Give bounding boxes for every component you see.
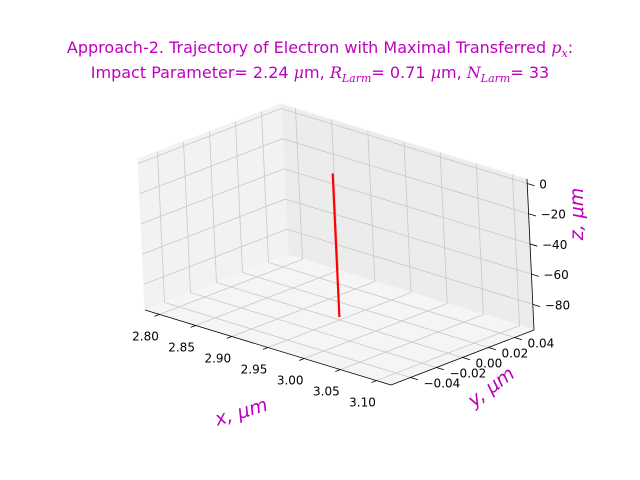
y-gridline (183, 141, 437, 368)
title-n-symbol: N (466, 63, 481, 82)
title-unit-1: m, (304, 63, 330, 82)
y-gridline (235, 121, 489, 348)
x-tick-label: 2.90 (204, 352, 231, 366)
y-tick (462, 357, 470, 361)
x-tick (299, 358, 305, 361)
title-mu-1: μ (293, 63, 305, 82)
z-tick-label: −80 (545, 298, 570, 312)
y-tick-label: −0.04 (424, 377, 461, 391)
y-gridline (209, 131, 463, 358)
z-tick-label: −60 (543, 268, 568, 282)
tick-marks (154, 183, 541, 383)
x-gridline (159, 108, 303, 315)
y-tick (488, 347, 496, 351)
tick-labels: 2.802.852.902.953.003.053.10−0.04−0.020.… (132, 178, 570, 410)
z-tick-label: −20 (541, 208, 566, 222)
title-r-value: = 0.71 (371, 63, 431, 82)
x-gridline (195, 119, 340, 326)
z-axis-line (526, 178, 535, 331)
y-tick-label: 0.00 (476, 357, 503, 371)
y-tick (436, 367, 444, 371)
plot-lines (331, 173, 341, 318)
y-gridline (157, 151, 411, 378)
title-r-subscript: Larm (341, 72, 372, 85)
title-unit-2: m, (441, 63, 467, 82)
z-gridline (138, 108, 528, 184)
title-n-value: = 33 (510, 63, 550, 82)
trajectory-line (331, 173, 341, 318)
x-tick (335, 369, 341, 372)
title-px-symbol: p (551, 38, 562, 57)
z-tick-label: −40 (542, 238, 567, 252)
z-gridline (143, 228, 533, 305)
z-tick (529, 243, 538, 247)
x-gridline (304, 152, 448, 359)
x-gridline (376, 174, 520, 381)
z-gridline (142, 198, 532, 275)
y-gridline (261, 111, 515, 338)
title-text-1: Approach-2. Trajectory of Electron with … (66, 38, 552, 57)
z-gridline (139, 138, 529, 215)
x-tick (154, 314, 160, 317)
y-tick (410, 377, 418, 381)
x-tick-label: 2.85 (168, 340, 195, 354)
x-tick-label: 3.05 (313, 385, 340, 399)
x-tick-label: 3.10 (349, 396, 376, 410)
x-gridline (267, 141, 412, 348)
x-gridline (340, 163, 484, 370)
title-r-symbol: R (329, 63, 342, 82)
x-tick (262, 347, 269, 350)
z-gridline (140, 168, 531, 245)
x-tick-label: 2.95 (241, 363, 268, 377)
x-tick (190, 325, 196, 328)
y-tick-label: 0.04 (528, 337, 555, 351)
chart-title-line-2: Impact Parameter= 2.24 μm, RLarm= 0.71 μ… (0, 63, 640, 85)
x-axis-label: x, μm (211, 394, 270, 431)
y-tick (514, 337, 522, 341)
x-tick (226, 336, 232, 339)
title-px-subscript: x (561, 47, 568, 60)
z-tick-label: 0 (539, 178, 547, 192)
z-tick (527, 183, 535, 187)
title-mu-2: μ (430, 63, 442, 82)
x-gridline (231, 130, 376, 337)
x-tick (371, 380, 377, 383)
title-n-subscript: Larm (480, 72, 511, 85)
title-colon: : (567, 38, 574, 57)
x-tick-label: 3.00 (277, 374, 304, 388)
y-tick-label: 0.02 (502, 347, 529, 361)
z-tick (531, 273, 539, 277)
z-tick (528, 213, 537, 217)
title-impact-parameter: Impact Parameter= 2.24 (90, 63, 294, 82)
x-tick-label: 2.80 (132, 329, 159, 343)
z-tick (532, 303, 541, 307)
z-axis-label: z, μm (566, 188, 588, 242)
y-tick-label: −0.02 (450, 367, 487, 381)
chart-title-line-1: Approach-2. Trajectory of Electron with … (0, 38, 640, 60)
gridlines (138, 108, 533, 381)
